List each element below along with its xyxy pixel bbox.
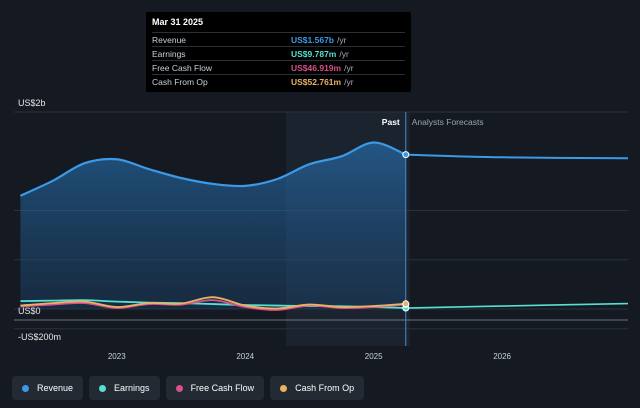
x-tick-label: 2023 [108, 352, 126, 361]
earnings-forecast-line [405, 302, 629, 309]
series-lines [19, 141, 629, 311]
tooltip-row-free-cash-flow: Free Cash Flow US$46.919m /yr [152, 60, 405, 74]
cash-from-op-line [20, 296, 406, 310]
legend-label: Revenue [37, 383, 74, 393]
y-label-zero: US$0 [18, 306, 41, 316]
legend-label: Cash From Op [295, 383, 355, 393]
tooltip-label: Revenue [152, 34, 187, 45]
tooltip-row-revenue: Revenue US$1.567b /yr [152, 32, 405, 46]
tooltip-value: US$1.567b [291, 34, 334, 45]
cash-from-op-marker [402, 300, 410, 308]
forecast-label: Analysts Forecasts [412, 117, 484, 127]
legend-dot-icon [22, 384, 29, 392]
tooltip-unit: /yr [339, 48, 349, 59]
tooltip-label: Earnings [152, 48, 186, 59]
series-areas [20, 142, 406, 309]
free-cash-flow-line [20, 299, 406, 311]
series-markers [402, 151, 410, 312]
y-label-top: US$2b [18, 98, 46, 108]
legend-label: Earnings [114, 383, 150, 393]
legend-dot-icon [175, 384, 183, 392]
tooltip-row-earnings: Earnings US$9.787m /yr [152, 46, 405, 60]
tooltip-row-cash-from-op: Cash From Op US$52.761m /yr [152, 74, 405, 88]
revenue-area [20, 142, 406, 309]
tooltip-label: Free Cash Flow [152, 62, 212, 73]
legend-item-earnings[interactable]: Earnings [89, 376, 160, 400]
legend-dot-icon [280, 384, 288, 392]
revenue-line [19, 141, 407, 197]
tooltip-title: Mar 31 2025 [152, 17, 204, 27]
past-label: Past [382, 117, 400, 127]
revenue-marker [402, 151, 410, 159]
revenue-forecast-line [405, 153, 629, 160]
tooltip-value: US$9.787m [291, 48, 337, 59]
x-tick-label: 2024 [236, 352, 254, 361]
legend-item-cash-from-op[interactable]: Cash From Op [270, 376, 365, 400]
x-axis-ticks: 2023 2024 2025 2026 [108, 352, 512, 361]
legend-item-free-cash-flow[interactable]: Free Cash Flow [165, 376, 265, 400]
legend-item-revenue[interactable]: Revenue [12, 376, 84, 400]
tooltip-value: US$46.919m [291, 62, 342, 73]
legend-dot-icon [99, 384, 107, 392]
tooltip-unit: /yr [344, 76, 354, 87]
tooltip: Mar 31 2025 Revenue US$1.567b /yr Earnin… [146, 12, 411, 92]
tooltip-unit: /yr [337, 34, 347, 45]
x-tick-label: 2026 [493, 352, 511, 361]
tooltip-value: US$52.761m [291, 76, 342, 87]
x-tick-label: 2025 [365, 352, 383, 361]
y-label-bottom: -US$200m [18, 332, 61, 342]
tooltip-unit: /yr [344, 62, 354, 73]
tooltip-label: Cash From Op [152, 76, 208, 87]
legend-label: Free Cash Flow [190, 383, 255, 393]
legend: Revenue Earnings Free Cash Flow Cash Fro… [12, 376, 365, 400]
